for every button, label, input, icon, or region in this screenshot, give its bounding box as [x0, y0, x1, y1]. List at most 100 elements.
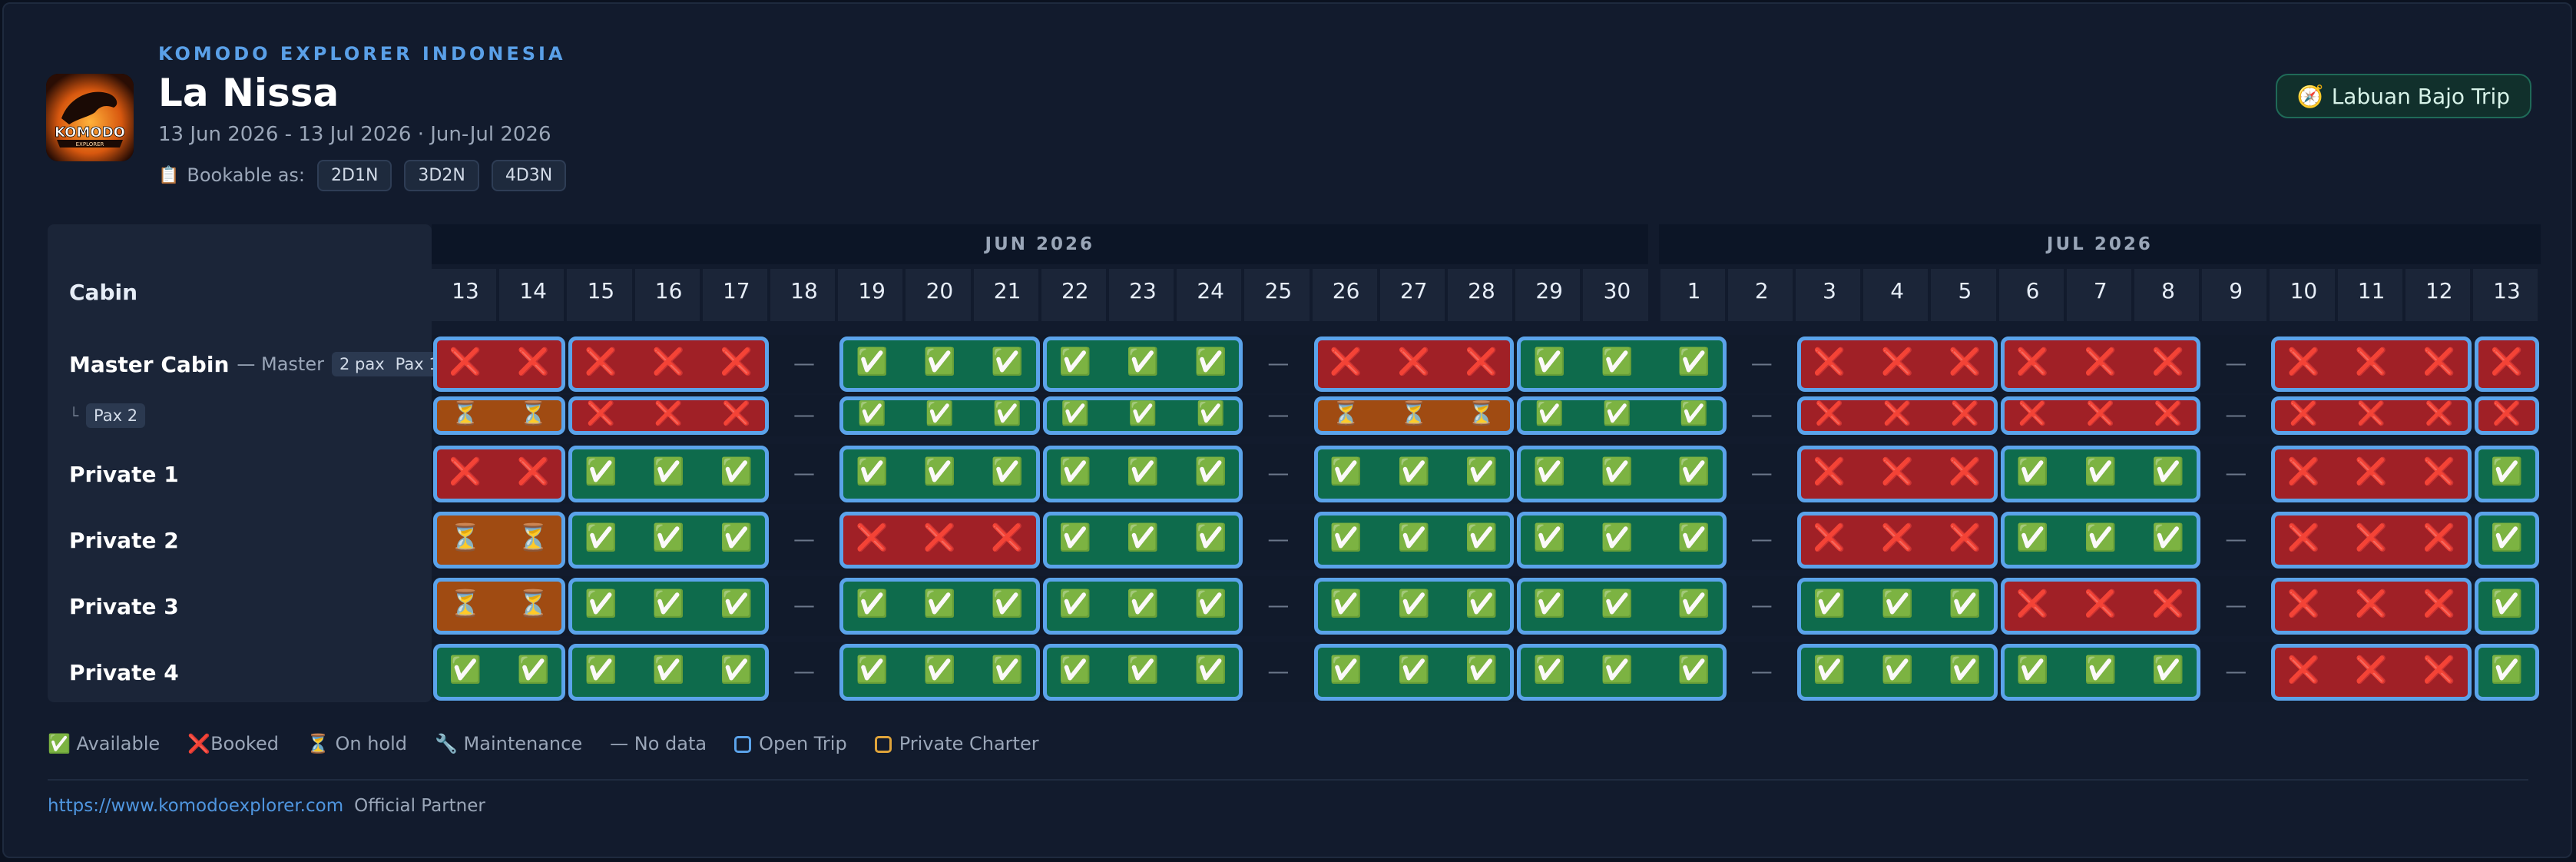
- trip-block[interactable]: [568, 337, 769, 392]
- check-icon[interactable]: ✅: [517, 655, 550, 685]
- hourglass-icon[interactable]: ⏳: [1331, 400, 1361, 427]
- check-icon[interactable]: ✅: [1677, 522, 1710, 553]
- check-icon[interactable]: ✅: [1677, 346, 1710, 377]
- check-icon[interactable]: ✅: [2151, 522, 2185, 553]
- check-icon[interactable]: ✅: [2151, 456, 2185, 487]
- cross-icon[interactable]: ❌: [1881, 346, 1914, 377]
- cross-icon[interactable]: ❌: [652, 346, 685, 377]
- cross-icon[interactable]: ❌: [2287, 456, 2320, 487]
- trip-block[interactable]: [2271, 396, 2472, 435]
- check-icon[interactable]: ✅: [1535, 400, 1564, 427]
- trip-block[interactable]: [1313, 644, 1515, 701]
- cross-icon[interactable]: ❌: [2287, 346, 2320, 377]
- bookable-chip-3d2n[interactable]: 3D2N: [404, 159, 479, 191]
- cross-icon[interactable]: ❌: [2355, 655, 2388, 685]
- bookable-chip-2d1n[interactable]: 2D1N: [317, 159, 392, 191]
- trip-block[interactable]: [2475, 337, 2540, 392]
- trip-block[interactable]: [1797, 644, 1998, 701]
- cross-icon[interactable]: ❌: [2422, 346, 2455, 377]
- check-icon[interactable]: ✅: [1397, 655, 1430, 685]
- check-icon[interactable]: ✅: [1881, 655, 1914, 685]
- check-icon[interactable]: ✅: [1194, 655, 1227, 685]
- check-icon[interactable]: ✅: [1194, 456, 1227, 487]
- check-icon[interactable]: ✅: [923, 346, 956, 377]
- check-icon[interactable]: ✅: [991, 588, 1024, 619]
- check-icon[interactable]: ✅: [584, 655, 618, 685]
- labuan-bajo-trip-button[interactable]: 🧭 Labuan Bajo Trip: [2275, 74, 2531, 118]
- trip-block[interactable]: [433, 578, 566, 635]
- trip-block[interactable]: [839, 337, 1040, 392]
- check-icon[interactable]: ✅: [991, 655, 1024, 685]
- check-icon[interactable]: ✅: [1601, 522, 1634, 553]
- check-icon[interactable]: ✅: [2016, 655, 2049, 685]
- cross-icon[interactable]: ❌: [449, 346, 482, 377]
- cross-icon[interactable]: ❌: [1329, 346, 1362, 377]
- trip-block[interactable]: [1042, 644, 1243, 701]
- check-icon[interactable]: ✅: [1533, 588, 1566, 619]
- trip-block[interactable]: [1313, 512, 1515, 569]
- check-icon[interactable]: ✅: [1329, 456, 1362, 487]
- hourglass-icon[interactable]: ⏳: [1467, 400, 1496, 427]
- hourglass-icon[interactable]: ⏳: [517, 588, 550, 619]
- check-icon[interactable]: ✅: [991, 346, 1024, 377]
- trip-block[interactable]: [568, 446, 769, 502]
- hourglass-icon[interactable]: ⏳: [449, 588, 482, 619]
- check-icon[interactable]: ✅: [584, 522, 618, 553]
- check-icon[interactable]: ✅: [1126, 655, 1160, 685]
- check-icon[interactable]: ✅: [1126, 456, 1160, 487]
- trip-block[interactable]: [1042, 512, 1243, 569]
- trip-block[interactable]: [568, 578, 769, 635]
- trip-block[interactable]: [1313, 446, 1515, 502]
- check-icon[interactable]: ✅: [1533, 522, 1566, 553]
- trip-block[interactable]: [2000, 512, 2201, 569]
- check-icon[interactable]: ✅: [1397, 456, 1430, 487]
- cross-icon[interactable]: ❌: [517, 456, 550, 487]
- trip-block[interactable]: [2271, 512, 2472, 569]
- trip-block[interactable]: [433, 446, 566, 502]
- check-icon[interactable]: ✅: [1397, 522, 1430, 553]
- trip-block[interactable]: [1517, 446, 1727, 502]
- check-icon[interactable]: ✅: [1677, 588, 1710, 619]
- check-icon[interactable]: ✅: [923, 456, 956, 487]
- trip-block[interactable]: [1517, 578, 1727, 635]
- cross-icon[interactable]: ❌: [2287, 588, 2320, 619]
- cross-icon[interactable]: ❌: [2154, 400, 2183, 427]
- check-icon[interactable]: ✅: [1058, 655, 1091, 685]
- cross-icon[interactable]: ❌: [2151, 346, 2185, 377]
- cross-icon[interactable]: ❌: [720, 346, 753, 377]
- cross-icon[interactable]: ❌: [2355, 456, 2388, 487]
- check-icon[interactable]: ✅: [449, 655, 482, 685]
- hourglass-icon[interactable]: ⏳: [449, 522, 482, 553]
- cross-icon[interactable]: ❌: [2422, 456, 2455, 487]
- check-icon[interactable]: ✅: [652, 655, 685, 685]
- check-icon[interactable]: ✅: [1329, 655, 1362, 685]
- trip-block[interactable]: [433, 337, 566, 392]
- check-icon[interactable]: ✅: [2084, 456, 2117, 487]
- cross-icon[interactable]: ❌: [1465, 346, 1498, 377]
- trip-block[interactable]: [433, 644, 566, 701]
- check-icon[interactable]: ✅: [925, 400, 955, 427]
- cross-icon[interactable]: ❌: [2289, 400, 2319, 427]
- check-icon[interactable]: ✅: [1397, 588, 1430, 619]
- trip-block[interactable]: [2271, 446, 2472, 502]
- check-icon[interactable]: ✅: [856, 655, 889, 685]
- check-icon[interactable]: ✅: [1601, 655, 1634, 685]
- check-icon[interactable]: ✅: [1601, 346, 1634, 377]
- check-icon[interactable]: ✅: [1194, 346, 1227, 377]
- check-icon[interactable]: ✅: [1677, 456, 1710, 487]
- check-icon[interactable]: ✅: [2490, 588, 2524, 619]
- cross-icon[interactable]: ❌: [2151, 588, 2185, 619]
- cross-icon[interactable]: ❌: [722, 400, 751, 427]
- check-icon[interactable]: ✅: [1196, 400, 1225, 427]
- bookable-chip-4d3n[interactable]: 4D3N: [491, 159, 567, 191]
- trip-block[interactable]: [1797, 578, 1998, 635]
- check-icon[interactable]: ✅: [720, 655, 753, 685]
- check-icon[interactable]: ✅: [1949, 588, 1982, 619]
- check-icon[interactable]: ✅: [1533, 346, 1566, 377]
- check-icon[interactable]: ✅: [923, 655, 956, 685]
- trip-block[interactable]: [2475, 578, 2540, 635]
- cross-icon[interactable]: ❌: [1949, 522, 1982, 553]
- hourglass-icon[interactable]: ⏳: [517, 522, 550, 553]
- cross-icon[interactable]: ❌: [1881, 522, 1914, 553]
- cross-icon[interactable]: ❌: [2492, 400, 2521, 427]
